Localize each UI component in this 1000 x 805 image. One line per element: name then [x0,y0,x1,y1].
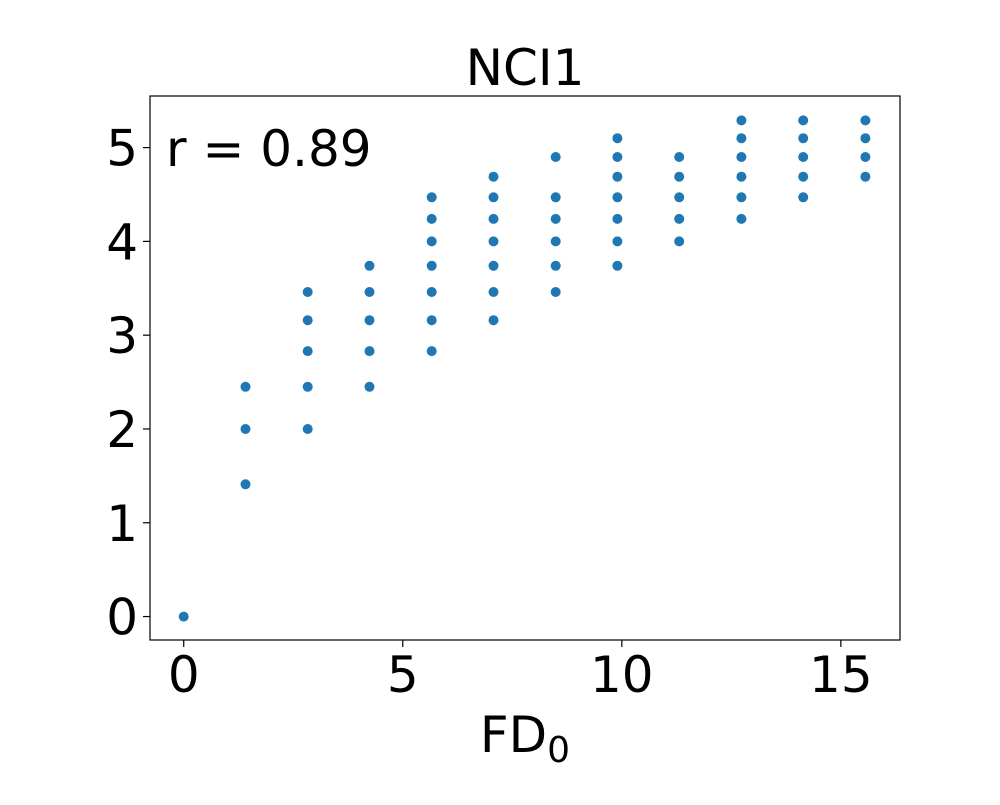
data-point [488,213,499,224]
x-axis-label-base: FD [480,706,547,764]
data-point [426,213,437,224]
data-point [674,152,685,162]
data-point [798,115,809,126]
data-point [798,171,809,182]
data-point [426,287,437,297]
data-point [426,236,437,247]
data-point [798,192,809,203]
data-point [674,236,685,247]
data-point [860,152,871,162]
data-point [364,287,375,297]
data-point [860,133,871,144]
data-point [736,115,747,126]
data-point [302,381,313,392]
data-point [240,479,251,490]
data-point [550,260,561,271]
plot-area-frame [149,95,901,641]
data-point [426,192,437,203]
x-tick-label: 10 [590,646,654,704]
data-point [550,213,561,224]
data-point [860,171,871,182]
x-tick-label: 15 [809,646,873,704]
data-point [488,315,499,326]
data-point [612,133,623,144]
data-point [426,260,437,271]
data-point [798,133,809,144]
data-point [736,152,747,162]
x-axis-label: FD0 [480,706,570,771]
data-point [674,171,685,182]
data-point [364,381,375,392]
data-point [488,171,499,182]
data-point [240,381,251,392]
data-point [612,152,623,162]
y-tick-label: 1 [106,495,138,553]
data-point [736,133,747,144]
data-point [612,213,623,224]
y-tick-label: 2 [106,401,138,459]
data-point [674,213,685,224]
data-point [550,192,561,203]
data-point [612,171,623,182]
data-point [426,346,437,357]
data-point [550,152,561,162]
y-tick-label: 0 [106,589,138,647]
data-point [736,213,747,224]
data-point [364,346,375,357]
y-tick-label: 5 [106,120,138,178]
data-point [302,287,313,297]
data-point [178,611,189,622]
data-point [302,315,313,326]
data-points [178,115,871,622]
data-point [426,315,437,326]
x-tick-label: 0 [168,646,200,704]
data-point [364,260,375,271]
correlation-annotation: r = 0.89 [166,120,372,178]
data-point [736,171,747,182]
data-point [302,346,313,357]
data-point [302,424,313,434]
data-point [674,192,685,203]
data-point [612,192,623,203]
y-tick-label: 4 [106,213,138,271]
data-point [612,236,623,247]
data-point [798,152,809,162]
data-point [736,192,747,203]
data-point [860,115,871,126]
data-point [364,315,375,326]
data-point [488,260,499,271]
y-tick-label: 3 [106,307,138,365]
x-axis-label-subscript: 0 [547,730,570,771]
data-point [612,260,623,271]
x-tick-label: 5 [387,646,419,704]
data-point [240,424,251,434]
data-point [488,236,499,247]
y-axis-ticks: 0 1 2 3 4 5 [106,120,150,647]
data-point [488,192,499,203]
data-point [550,287,561,297]
data-point [550,236,561,247]
data-point [488,287,499,297]
x-axis-ticks: 0 5 10 15 [168,640,873,704]
chart-title: NCI1 [466,39,585,97]
